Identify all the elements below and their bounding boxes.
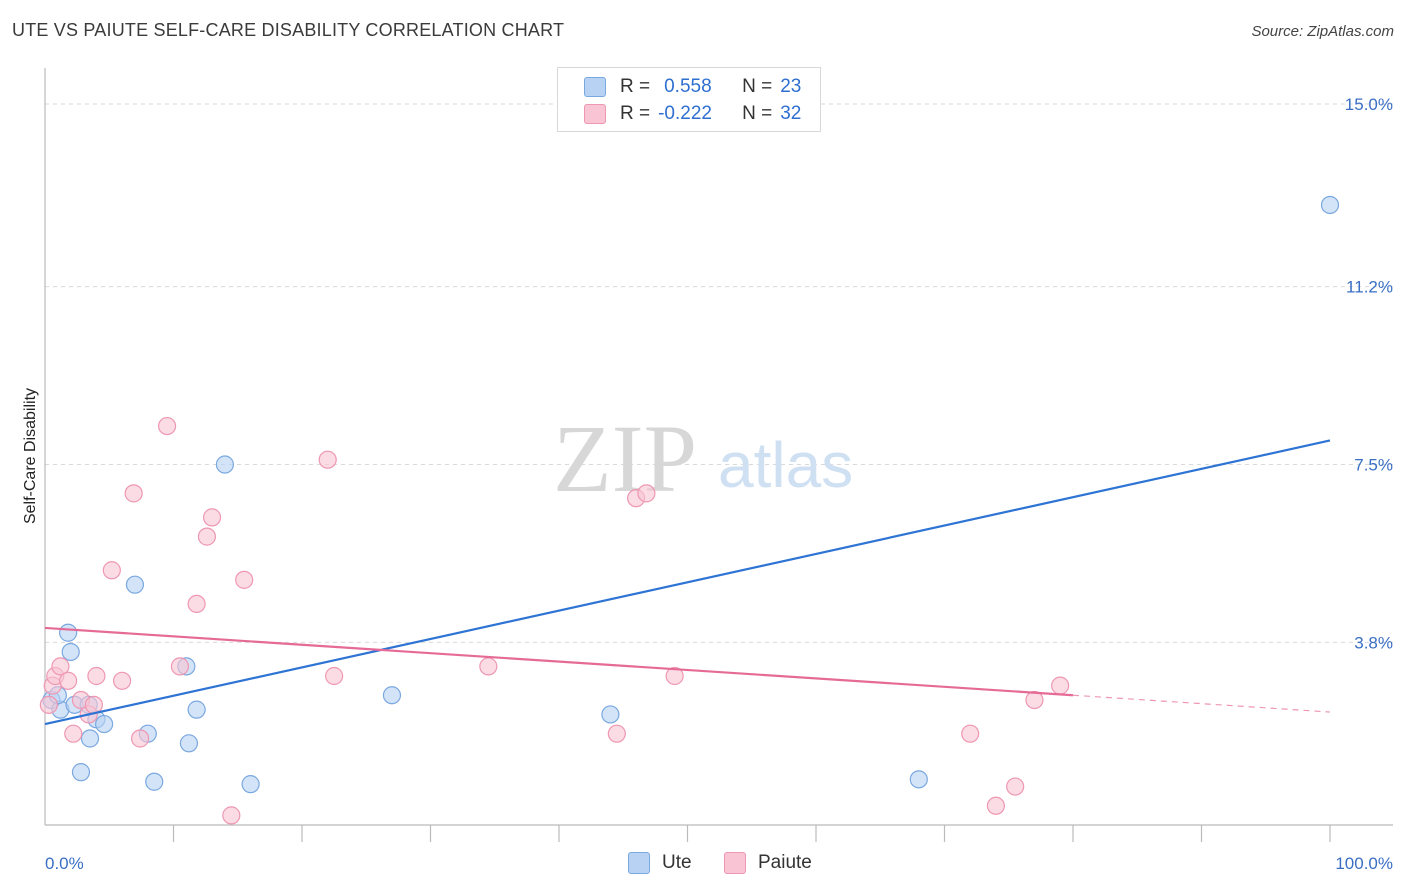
paiute-point [318, 450, 337, 469]
legend-r-label: R = [620, 76, 651, 97]
chart-title: UTE VS PAIUTE SELF-CARE DISABILITY CORRE… [12, 20, 565, 40]
legend-row-ute: R = 0.558 N = 23 [558, 74, 801, 100]
y-tick-label: 3.8% [1354, 633, 1393, 652]
ute-point [187, 700, 206, 719]
paiute-point [235, 570, 254, 589]
ute-point [215, 455, 234, 474]
bottom-legend-swatch-paiute [724, 852, 746, 874]
paiute-point [87, 666, 106, 686]
bottom-legend-label-paiute: Paiute [758, 852, 812, 873]
ute-point [601, 705, 620, 724]
legend-n-label: N = [742, 76, 773, 97]
x-tick-label-max: 100.0% [1335, 854, 1393, 873]
data-points [39, 195, 1340, 825]
y-tick-label: 7.5% [1354, 456, 1393, 475]
ute-point [179, 734, 199, 753]
ute-trend-line [44, 439, 1331, 726]
legend-swatch-ute [584, 77, 606, 97]
y-tick-labels: 3.8% 7.5% 11.2% 15.0% [1345, 95, 1393, 652]
legend-n-value-ute: 23 [780, 76, 802, 97]
paiute-point [637, 484, 656, 503]
ute-point [59, 623, 78, 642]
legend-r-value-ute: 0.558 [664, 76, 712, 97]
paiute-point [479, 657, 498, 676]
paiute-point [39, 695, 58, 714]
paiute-point [1006, 777, 1025, 796]
legend: R = 0.558 N = 23 R = -0.222 N = 32 [557, 67, 821, 132]
paiute-point [112, 671, 132, 690]
paiute-point [986, 796, 1006, 815]
source-label: Source: ZipAtlas.com [1251, 23, 1394, 40]
legend-n-value-paiute: 32 [780, 103, 802, 124]
bottom-legend-paiute: Paiute [724, 852, 812, 874]
ute-point [125, 575, 145, 594]
paiute-point [187, 594, 206, 614]
bottom-legend-label-ute: Ute [662, 852, 692, 873]
paiute-trend-line [44, 626, 1074, 697]
ute-point [145, 772, 164, 791]
paiute-point [59, 671, 78, 690]
paiute-point [961, 724, 980, 743]
paiute-point [325, 666, 344, 686]
y-axis-title: Self-Care Disability [22, 388, 39, 524]
paiute-point [1051, 676, 1070, 695]
legend-r-value-paiute: -0.222 [658, 103, 712, 124]
paiute-point [102, 561, 121, 580]
legend-row-paiute: R = -0.222 N = 32 [558, 101, 801, 127]
ute-point [61, 642, 80, 662]
paiute-trend-extension [1072, 694, 1331, 713]
x-ticks [172, 825, 1331, 842]
ute-point [71, 763, 91, 782]
watermark: ZIP atlas [553, 405, 853, 512]
ute-point [241, 775, 260, 794]
ute-point [95, 714, 114, 734]
paiute-point [665, 666, 684, 686]
legend-n-label: N = [742, 103, 773, 124]
paiute-point [51, 657, 70, 676]
paiute-point [130, 729, 150, 748]
gridlines [45, 103, 1393, 643]
paiute-point [607, 724, 626, 743]
ute-point [909, 770, 928, 789]
bottom-legend-ute: Ute [628, 852, 692, 874]
bottom-legend-swatch-ute [628, 852, 650, 874]
ute-point [382, 686, 402, 705]
paiute-point [222, 806, 241, 825]
trend-lines [44, 439, 1331, 726]
paiute-point [124, 484, 143, 503]
y-tick-label: 15.0% [1345, 95, 1393, 114]
ute-point [80, 729, 100, 748]
watermark-zip: ZIP [553, 405, 697, 512]
legend-swatch-paiute [584, 104, 606, 124]
paiute-point [1025, 690, 1044, 710]
y-tick-label: 11.2% [1346, 278, 1393, 297]
paiute-point [170, 657, 190, 676]
paiute-point [157, 416, 177, 436]
paiute-point [84, 695, 103, 714]
paiute-point [64, 724, 83, 743]
ute-point [1320, 195, 1340, 215]
watermark-atlas: atlas [718, 429, 853, 501]
paiute-point [202, 508, 222, 527]
paiute-point [197, 527, 217, 546]
x-tick-label-min: 0.0% [45, 854, 84, 873]
legend-r-label: R = [620, 103, 651, 124]
